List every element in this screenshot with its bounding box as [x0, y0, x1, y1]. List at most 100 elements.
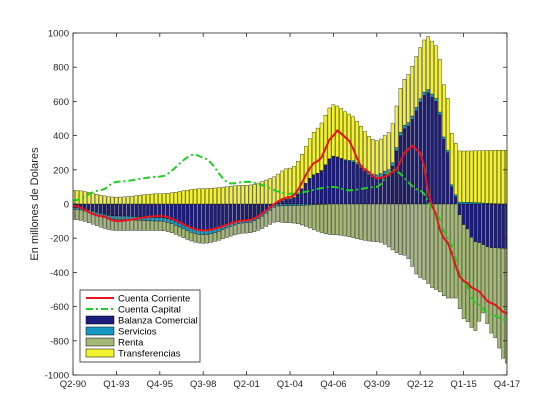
bar-balanza-comercial: [359, 167, 363, 205]
bar-transferencias: [367, 135, 371, 173]
bar-transferencias: [201, 188, 205, 205]
bar-transferencias: [386, 132, 391, 170]
bar-renta: [244, 222, 249, 234]
bar-transferencias: [363, 131, 367, 169]
bar-balanza-comercial: [181, 203, 186, 226]
bar-balanza-comercial: [465, 203, 470, 230]
bar-renta: [300, 205, 304, 226]
bar-balanza-comercial: [453, 196, 458, 205]
bar-transferencias: [453, 143, 458, 195]
bar-transferencias: [126, 196, 130, 205]
bar-servicios: [434, 98, 438, 102]
bar-servicios: [418, 98, 422, 103]
bar-renta: [477, 242, 482, 322]
legend-swatch-renta: [85, 337, 115, 347]
bar-renta: [296, 205, 300, 225]
bar-transferencias: [319, 122, 324, 171]
bar-renta: [87, 212, 91, 223]
bar-renta: [272, 207, 276, 223]
bar-transferencias: [284, 168, 288, 200]
bar-balanza-comercial: [339, 158, 344, 205]
bar-renta: [114, 219, 119, 231]
bar-renta: [154, 220, 158, 231]
bar-renta: [410, 203, 415, 267]
bar-transferencias: [233, 185, 237, 205]
bar-renta: [339, 203, 344, 236]
bar-transferencias: [489, 150, 493, 204]
legend-swatch-servicios: [85, 326, 115, 336]
bar-balanza-comercial: [122, 203, 127, 217]
bar-balanza-comercial: [221, 203, 225, 226]
bar-renta: [252, 220, 257, 232]
bar-renta: [75, 209, 79, 220]
bar-transferencias: [236, 185, 241, 205]
bar-servicios: [394, 147, 399, 152]
bar-renta: [323, 203, 328, 234]
bar-transferencias: [158, 193, 162, 205]
bar-transferencias: [390, 123, 395, 164]
bar-servicios: [118, 215, 123, 220]
bar-transferencias: [394, 105, 399, 148]
bar-balanza-comercial: [485, 203, 490, 247]
bar-balanza-comercial: [217, 203, 221, 228]
bar-renta: [394, 203, 399, 253]
bar-renta: [102, 217, 107, 229]
bar-servicios: [406, 122, 411, 127]
bar-balanza-comercial: [351, 162, 355, 205]
bar-renta: [406, 203, 411, 259]
bar-servicios: [461, 202, 466, 205]
bar-balanza-comercial: [225, 203, 229, 225]
bar-transferencias: [438, 59, 442, 113]
bar-renta: [264, 213, 269, 227]
bar-balanza-comercial: [201, 203, 205, 231]
bar-servicios: [453, 194, 458, 197]
bar-transferencias: [434, 45, 438, 99]
bar-balanza-comercial: [430, 96, 434, 205]
bar-renta: [446, 203, 450, 299]
bar-balanza-comercial: [256, 203, 261, 216]
bar-balanza-comercial: [209, 203, 213, 230]
bar-servicios: [422, 91, 426, 96]
bar-balanza-comercial: [371, 177, 375, 205]
legend-swatch-transferencias: [85, 348, 115, 358]
bar-balanza-comercial: [142, 203, 146, 218]
bar-servicios: [280, 203, 284, 207]
bar-servicios: [382, 170, 387, 175]
bar-balanza-comercial: [252, 203, 257, 218]
bar-balanza-comercial: [197, 203, 202, 231]
bar-renta: [311, 204, 316, 230]
bar-transferencias: [457, 150, 462, 203]
bar-balanza-comercial: [288, 198, 292, 205]
bar-balanza-comercial: [296, 193, 300, 205]
bar-renta: [382, 203, 387, 245]
y-tick-label: -600: [50, 302, 69, 313]
y-tick-label: 600: [53, 97, 69, 108]
bar-renta: [461, 224, 466, 319]
bar-renta: [181, 228, 186, 238]
bar-servicios: [75, 207, 79, 210]
bar-servicios: [161, 217, 166, 222]
bar-balanza-comercial: [90, 203, 95, 212]
bar-renta: [240, 222, 245, 234]
lines-layer: [72, 129, 508, 322]
bar-balanza-comercial: [378, 176, 383, 205]
bar-balanza-comercial: [248, 203, 253, 220]
bar-transferencias: [90, 193, 95, 205]
y-tick-label: -800: [50, 336, 69, 347]
bar-transferencias: [142, 194, 146, 205]
bar-balanza-comercial: [134, 203, 138, 217]
bar-balanza-comercial: [450, 186, 454, 205]
bar-servicios: [426, 89, 430, 94]
legend-swatch-balanza-comercial: [85, 315, 115, 325]
bar-transferencias: [181, 190, 186, 205]
x-axis: Q2-90 Q1-93 Q4-95 Q3-98 Q2-01 Q1-04 Q4-06 Q3-09…: [60, 33, 520, 390]
bar-transferencias: [280, 170, 284, 201]
bar-transferencias: [213, 187, 217, 205]
bar-renta: [367, 203, 371, 242]
bar-renta: [98, 216, 103, 228]
bar-transferencias: [146, 194, 150, 205]
bar-renta: [173, 225, 178, 235]
bar-renta: [481, 244, 486, 314]
x-tick-label: Q1-93: [103, 379, 129, 390]
bar-transferencias: [497, 150, 501, 205]
